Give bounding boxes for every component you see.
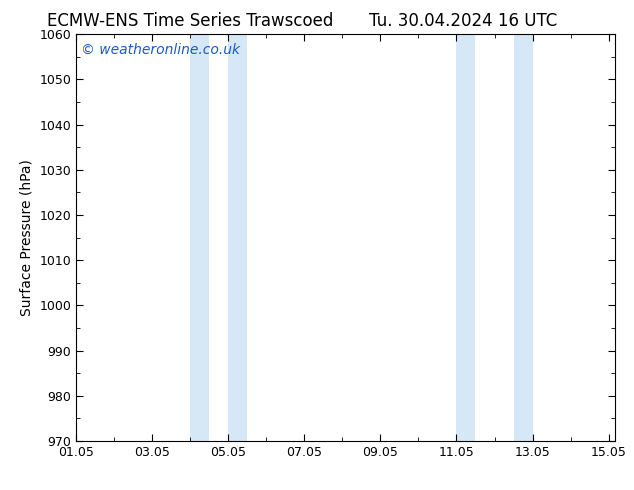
Bar — [514, 34, 533, 441]
Y-axis label: Surface Pressure (hPa): Surface Pressure (hPa) — [20, 159, 34, 316]
Bar — [190, 34, 209, 441]
Bar — [228, 34, 247, 441]
Text: ECMW-ENS Time Series Trawscoed: ECMW-ENS Time Series Trawscoed — [47, 12, 333, 30]
Text: Tu. 30.04.2024 16 UTC: Tu. 30.04.2024 16 UTC — [369, 12, 557, 30]
Text: © weatheronline.co.uk: © weatheronline.co.uk — [81, 43, 240, 56]
Bar — [456, 34, 476, 441]
